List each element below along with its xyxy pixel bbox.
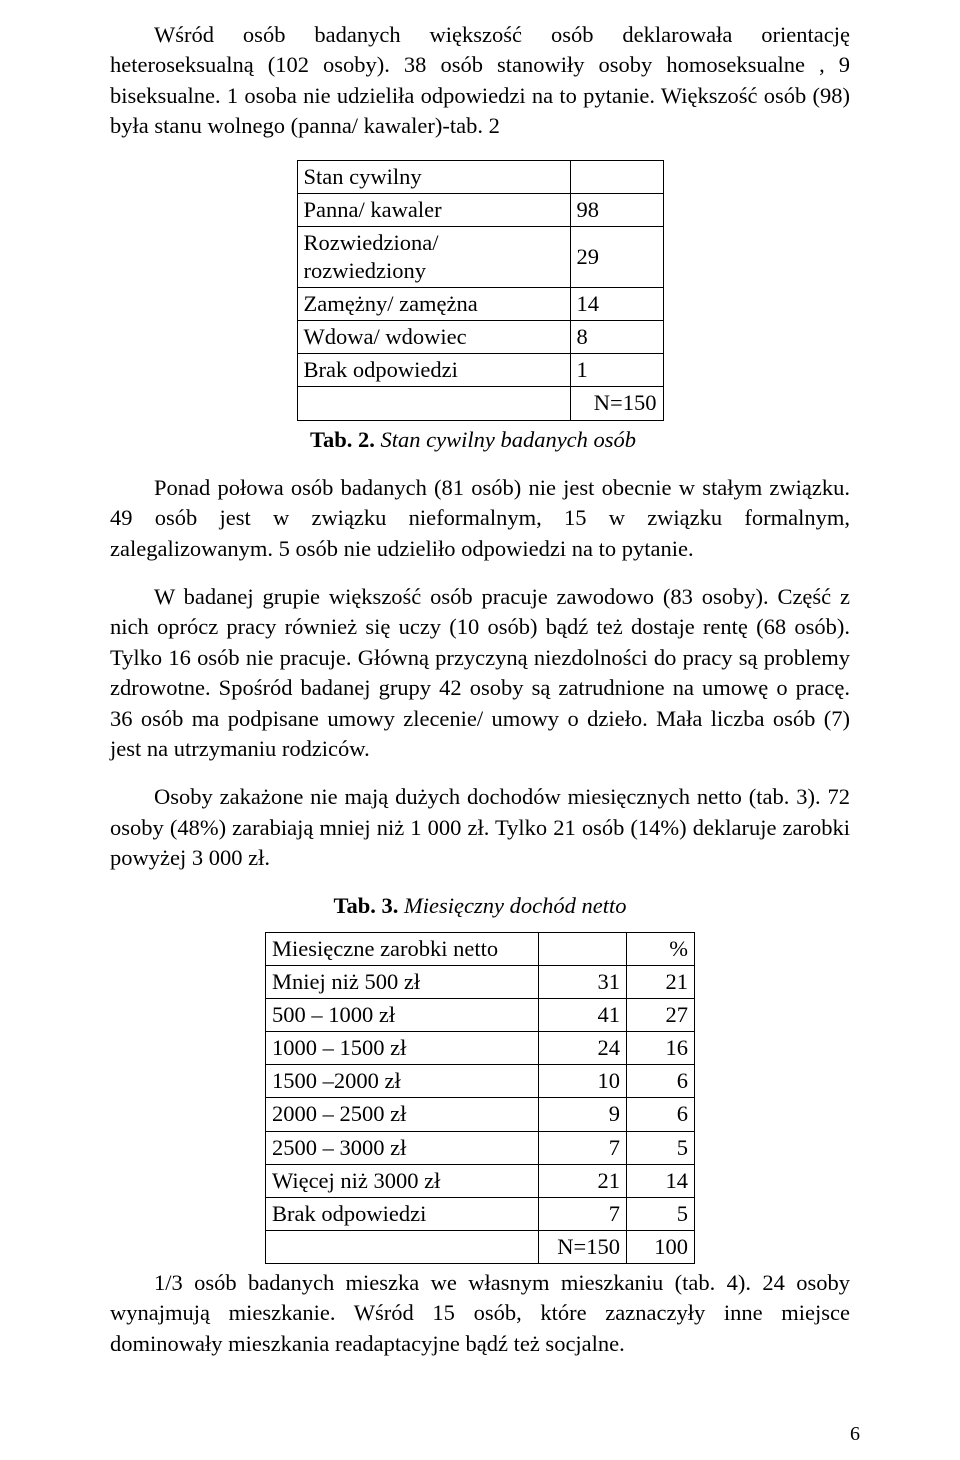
paragraph-2: Ponad połowa osób badanych (81 osób) nie… <box>110 473 850 564</box>
table-row: Brak odpowiedzi 1 <box>297 354 663 387</box>
cell-value: 14 <box>570 288 663 321</box>
cell-value: 98 <box>570 193 663 226</box>
cell: 16 <box>627 1032 695 1065</box>
cell-label: Zamężny/ zamężna <box>297 288 570 321</box>
cell: 14 <box>627 1164 695 1197</box>
cell-label: Rozwiedziona/ rozwiedziony <box>297 226 570 287</box>
cell: 500 – 1000 zł <box>266 999 539 1032</box>
cell: 100 <box>627 1230 695 1263</box>
table-row: N=150 <box>297 387 663 420</box>
cell: 21 <box>627 965 695 998</box>
cell-value: N=150 <box>570 387 663 420</box>
cell: 31 <box>539 965 627 998</box>
paragraph-1: Wśród osób badanych większość osób dekla… <box>110 20 850 142</box>
cell: 1500 –2000 zł <box>266 1065 539 1098</box>
paragraph-5: 1/3 osób badanych mieszka we własnym mie… <box>110 1268 850 1359</box>
table-3-caption: Tab. 3. Miesięczny dochód netto <box>110 891 850 921</box>
cell: 6 <box>627 1098 695 1131</box>
paragraph-4: Osoby zakażone nie mają dużych dochodów … <box>110 782 850 873</box>
document-page: Wśród osób badanych większość osób dekla… <box>0 0 960 1460</box>
cell: N=150 <box>539 1230 627 1263</box>
table-row: N=150 100 <box>266 1230 695 1263</box>
cell-value: 29 <box>570 226 663 287</box>
cell-label: Wdowa/ wdowiec <box>297 321 570 354</box>
table-2-wrap: Stan cywilny Panna/ kawaler 98 Rozwiedzi… <box>110 160 850 421</box>
table-row: 1000 – 1500 zł 24 16 <box>266 1032 695 1065</box>
table-row: Stan cywilny <box>297 160 663 193</box>
cell: 24 <box>539 1032 627 1065</box>
caption-text: Miesięczny dochód netto <box>398 893 626 918</box>
cell: 6 <box>627 1065 695 1098</box>
caption-label: Tab. 2. <box>310 427 375 452</box>
cell: Mniej niż 500 zł <box>266 965 539 998</box>
cell <box>539 932 627 965</box>
table-row: Mniej niż 500 zł 31 21 <box>266 965 695 998</box>
cell: 1000 – 1500 zł <box>266 1032 539 1065</box>
table-row: Brak odpowiedzi 7 5 <box>266 1197 695 1230</box>
table-row: 2000 – 2500 zł 9 6 <box>266 1098 695 1131</box>
cell: 2500 – 3000 zł <box>266 1131 539 1164</box>
table-row: Miesięczne zarobki netto % <box>266 932 695 965</box>
caption-text: Stan cywilny badanych osób <box>375 427 636 452</box>
table-3-wrap: Miesięczne zarobki netto % Mniej niż 500… <box>110 932 850 1264</box>
cell-label <box>297 387 570 420</box>
cell: 21 <box>539 1164 627 1197</box>
page-number: 6 <box>850 1421 860 1448</box>
table-2: Stan cywilny Panna/ kawaler 98 Rozwiedzi… <box>297 160 664 421</box>
cell <box>266 1230 539 1263</box>
cell: 5 <box>627 1197 695 1230</box>
table-row: Wdowa/ wdowiec 8 <box>297 321 663 354</box>
paragraph-3: W badanej grupie większość osób pracuje … <box>110 582 850 764</box>
cell: 2000 – 2500 zł <box>266 1098 539 1131</box>
table-row: Więcej niż 3000 zł 21 14 <box>266 1164 695 1197</box>
table-row: 500 – 1000 zł 41 27 <box>266 999 695 1032</box>
cell: 9 <box>539 1098 627 1131</box>
cell: 5 <box>627 1131 695 1164</box>
cell: 41 <box>539 999 627 1032</box>
table-2-caption: Tab. 2. Stan cywilny badanych osób <box>110 425 850 455</box>
table-row: Zamężny/ zamężna 14 <box>297 288 663 321</box>
cell: % <box>627 932 695 965</box>
cell-value: 1 <box>570 354 663 387</box>
cell: 10 <box>539 1065 627 1098</box>
caption-label: Tab. 3. <box>334 893 399 918</box>
table-row: 2500 – 3000 zł 7 5 <box>266 1131 695 1164</box>
table-row: Rozwiedziona/ rozwiedziony 29 <box>297 226 663 287</box>
table-3: Miesięczne zarobki netto % Mniej niż 500… <box>265 932 695 1264</box>
cell: Miesięczne zarobki netto <box>266 932 539 965</box>
cell-value: 8 <box>570 321 663 354</box>
table-row: Panna/ kawaler 98 <box>297 193 663 226</box>
cell: 27 <box>627 999 695 1032</box>
cell: 7 <box>539 1197 627 1230</box>
cell: Więcej niż 3000 zł <box>266 1164 539 1197</box>
cell-label: Stan cywilny <box>297 160 570 193</box>
cell: Brak odpowiedzi <box>266 1197 539 1230</box>
cell: 7 <box>539 1131 627 1164</box>
cell-label: Brak odpowiedzi <box>297 354 570 387</box>
cell-value <box>570 160 663 193</box>
table-row: 1500 –2000 zł 10 6 <box>266 1065 695 1098</box>
cell-label: Panna/ kawaler <box>297 193 570 226</box>
